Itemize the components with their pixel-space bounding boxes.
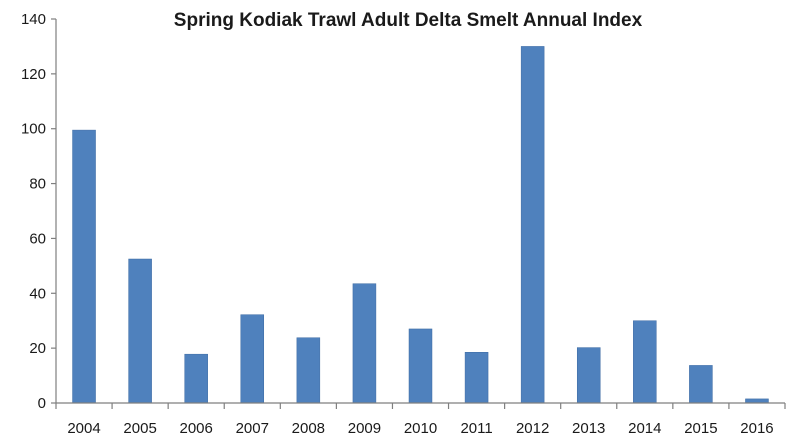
y-tick-label: 60: [29, 230, 46, 247]
chart-title: Spring Kodiak Trawl Adult Delta Smelt An…: [174, 10, 643, 31]
x-tick-label: 2014: [628, 420, 661, 437]
bar-2007: [240, 314, 265, 404]
x-axis: 2004 2005 2006 2007 2008 2009 2010 2011 2012 2013…: [55, 402, 786, 437]
y-tick-label: 120: [21, 66, 46, 83]
bars-group: [72, 46, 769, 404]
x-tick-label: 2012: [516, 420, 549, 437]
bar-2012: [520, 46, 545, 404]
bar-2015: [689, 365, 713, 404]
bar-2004: [72, 129, 96, 404]
x-tick-label: 2008: [292, 420, 325, 437]
y-tick-label: 40: [29, 285, 46, 302]
bar-2006: [184, 353, 208, 404]
y-tick-label: 0: [38, 395, 46, 412]
bar-2016: [745, 398, 769, 404]
bar-2014: [633, 320, 657, 404]
x-tick-label: 2004: [67, 420, 100, 437]
y-tick-label: 20: [29, 340, 46, 357]
y-tick-label: 80: [29, 176, 46, 193]
bar-2013: [576, 347, 601, 404]
bar-2010: [408, 328, 433, 404]
x-tick-label: 2016: [740, 420, 773, 437]
x-tick-label: 2010: [404, 420, 437, 437]
x-tick-label: 2005: [123, 420, 156, 437]
bar-2008: [296, 337, 321, 404]
x-tick-label: 2015: [684, 420, 717, 437]
x-tick-label: 2006: [180, 420, 213, 437]
y-tick-label: 140: [21, 11, 46, 28]
x-tick-label: 2013: [572, 420, 605, 437]
bar-2005: [128, 258, 152, 404]
x-tick-label: 2007: [236, 420, 269, 437]
x-tick-label: 2011: [460, 420, 492, 437]
y-axis: 0 20 40 60 80 100 120 140: [21, 11, 57, 412]
x-tick-label: 2009: [348, 420, 381, 437]
y-tick-label: 100: [21, 121, 46, 138]
bar-2011: [464, 352, 489, 404]
bar-2009: [352, 283, 377, 404]
